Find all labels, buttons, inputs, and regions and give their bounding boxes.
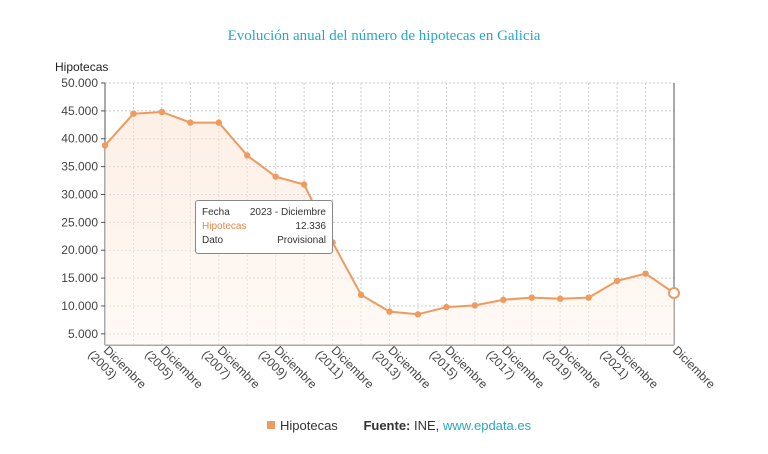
tooltip-value: Provisional xyxy=(277,235,326,246)
data-point-highlight xyxy=(668,286,680,299)
legend-series-label[interactable]: Hipotecas xyxy=(280,418,338,433)
x-tick-label: Diciembre(2011) xyxy=(313,343,377,391)
data-point xyxy=(613,277,621,285)
data-point xyxy=(158,108,166,116)
data-point xyxy=(414,311,422,318)
data-point xyxy=(471,302,479,309)
tooltip-value: 12.336 xyxy=(295,221,326,232)
x-tick-label: Diciembre(2019) xyxy=(541,343,605,391)
data-point xyxy=(187,119,194,126)
svg-text:Diciembre: Diciembre xyxy=(670,343,718,391)
y-tick-label: 30.000 xyxy=(61,187,98,201)
tooltip-row-fecha: Fecha 2023 - Diciembre xyxy=(202,206,326,220)
data-point xyxy=(300,181,308,188)
data-point xyxy=(642,270,649,277)
y-tick-label: 35.000 xyxy=(61,160,98,174)
tooltip-row-dato: Dato Provisional xyxy=(202,234,326,248)
y-tick-label: 25.000 xyxy=(61,215,98,229)
x-tick-label: Diciembre(2017) xyxy=(484,343,548,391)
legend: Hipotecas Fuente: INE, www.epdata.es xyxy=(267,418,531,433)
y-tick-label: 45.000 xyxy=(61,104,98,118)
y-tick-label: 40.000 xyxy=(61,132,98,146)
data-point xyxy=(585,294,592,301)
y-tick-label: 5.000 xyxy=(68,327,98,341)
tooltip-label: Fecha xyxy=(202,207,230,218)
tooltip: Fecha 2023 - Diciembre Hipotecas 12.336 … xyxy=(195,200,333,254)
y-tick-label: 15.000 xyxy=(61,271,98,285)
x-tick-label: Diciembre(2013) xyxy=(370,343,434,391)
y-tick-label: 50.000 xyxy=(61,76,98,90)
x-tick-label: Diciembre xyxy=(670,343,718,391)
x-tick-label: Diciembre(2007) xyxy=(199,343,263,391)
tooltip-row-hipotecas: Hipotecas 12.336 xyxy=(202,220,326,234)
y-tick-label: 10.000 xyxy=(61,299,98,313)
data-point xyxy=(101,142,109,149)
data-point xyxy=(357,291,365,299)
x-tick-label: Diciembre(2015) xyxy=(427,343,491,391)
source-note: Fuente: INE, www.epdata.es xyxy=(363,418,531,433)
data-point xyxy=(500,296,507,304)
source-link[interactable]: www.epdata.es xyxy=(442,418,532,433)
source-label: Fuente: xyxy=(363,418,411,433)
data-point xyxy=(557,295,564,302)
x-tick-label: Diciembre(2009) xyxy=(256,343,320,391)
y-tick-label: 20.000 xyxy=(61,243,98,257)
data-point xyxy=(130,110,137,117)
y-tick-labels: 50.000 45.000 40.000 35.000 30.000 25.000 20.0… xyxy=(61,76,98,341)
x-tick-label: Diciembre(2003) xyxy=(85,343,149,391)
data-point xyxy=(386,308,393,315)
data-point xyxy=(244,152,251,159)
data-point xyxy=(215,119,222,126)
data-point xyxy=(443,303,450,311)
legend-swatch xyxy=(267,421,275,429)
source-text: INE, xyxy=(414,418,440,433)
chart-title: Evolución anual del número de hipotecas … xyxy=(227,28,541,44)
data-point xyxy=(272,173,279,180)
points-layer xyxy=(101,108,680,318)
y-axis-label: Hipotecas xyxy=(55,60,109,74)
tooltip-label: Hipotecas xyxy=(202,221,247,232)
tooltip-label: Dato xyxy=(202,235,224,246)
data-point xyxy=(528,294,535,301)
series-area xyxy=(105,112,674,345)
x-tick-label: Diciembre(2021) xyxy=(597,343,661,391)
x-tick-labels: Diciembre(2003) Diciembre(2005) Diciembre(… xyxy=(85,343,718,391)
tooltip-value: 2023 - Diciembre xyxy=(249,207,326,218)
x-tick-label: Diciembre(2005) xyxy=(142,343,206,391)
